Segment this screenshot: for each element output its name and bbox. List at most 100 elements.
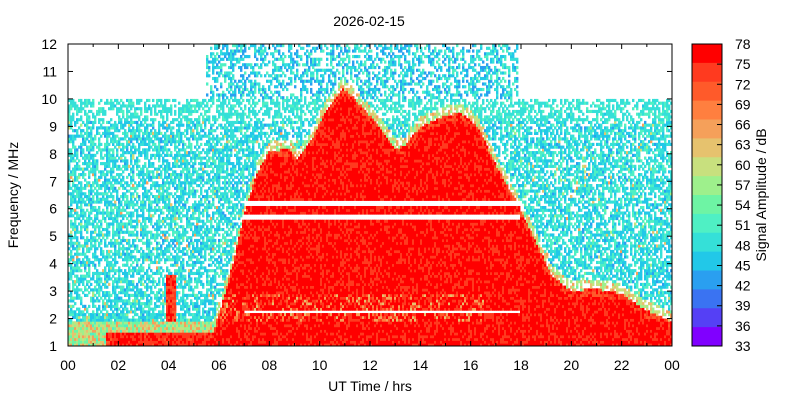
heatmap-cell [152, 214, 154, 217]
heatmap-cell [226, 231, 228, 234]
heatmap-cell [146, 157, 148, 160]
heatmap-cell [108, 283, 110, 286]
heatmap-cell [88, 151, 90, 154]
heatmap-cell [100, 143, 102, 146]
heatmap-cell [188, 283, 190, 286]
heatmap-cell [118, 244, 120, 247]
heatmap-cell [92, 261, 94, 264]
heatmap-cell [82, 129, 84, 132]
heatmap-cell [124, 137, 126, 140]
heatmap-cell [220, 49, 222, 52]
heatmap-cell [124, 209, 126, 212]
heatmap-cell [174, 283, 176, 286]
heatmap-cell [86, 129, 88, 132]
heatmap-cell [190, 225, 192, 228]
heatmap-cell [70, 277, 72, 280]
heatmap-cell [126, 148, 128, 151]
heatmap-cell [178, 239, 180, 242]
heatmap-cell [190, 143, 192, 146]
heatmap-cell [176, 294, 178, 297]
heatmap-cell [160, 102, 162, 105]
heatmap-cell [196, 299, 198, 302]
heatmap-cell [82, 310, 84, 313]
heatmap-cell [212, 170, 214, 173]
heatmap-cell [126, 146, 128, 149]
heatmap-cell [72, 118, 74, 121]
heatmap-cell [124, 187, 126, 190]
heatmap-cell [136, 261, 138, 264]
heatmap-cell [184, 247, 186, 250]
heatmap-cell [80, 299, 82, 302]
heatmap-cell [200, 124, 202, 127]
heatmap-cell [170, 107, 172, 110]
heatmap-cell [92, 102, 94, 105]
heatmap-cell [174, 113, 176, 116]
heatmap-cell [100, 288, 102, 291]
heatmap-cell [102, 209, 104, 212]
heatmap-cell [136, 157, 138, 160]
heatmap-cell [170, 222, 172, 225]
heatmap-cell [198, 214, 200, 217]
heatmap-cell [74, 233, 76, 236]
heatmap-cell [160, 176, 162, 179]
heatmap-cell [120, 220, 122, 223]
heatmap-cell [180, 211, 182, 214]
heatmap-cell [84, 214, 86, 217]
heatmap-cell [228, 102, 230, 105]
heatmap-cell [174, 220, 176, 223]
heatmap-cell [158, 299, 160, 302]
heatmap-cell [180, 283, 182, 286]
heatmap-cell [182, 146, 184, 149]
heatmap-cell [182, 225, 184, 228]
heatmap-cell [106, 173, 108, 176]
heatmap-cell [72, 258, 74, 261]
heatmap-cell [168, 211, 170, 214]
heatmap-cell [208, 69, 210, 72]
heatmap-cell [84, 286, 86, 289]
heatmap-cell [150, 179, 152, 182]
heatmap-cell [136, 236, 138, 239]
heatmap-cell [146, 115, 148, 118]
heatmap-cell [82, 217, 84, 220]
heatmap-cell [190, 258, 192, 261]
heatmap-cell [226, 165, 228, 168]
heatmap-cell [82, 121, 84, 124]
heatmap-cell [170, 143, 172, 146]
heatmap-cell [96, 151, 98, 154]
heatmap-cell [70, 231, 72, 234]
heatmap-cell [130, 124, 132, 127]
heatmap-cell [180, 255, 182, 258]
heatmap-cell [226, 195, 228, 198]
heatmap-cell [210, 104, 212, 107]
heatmap-cell [202, 129, 204, 132]
heatmap-cell [186, 200, 188, 203]
heatmap-cell [94, 137, 96, 140]
heatmap-cell [216, 118, 218, 121]
heatmap-cell [198, 319, 200, 322]
heatmap-cell [206, 198, 208, 201]
heatmap-cell [176, 206, 178, 209]
heatmap-cell [188, 305, 190, 308]
heatmap-cell [94, 231, 96, 234]
heatmap-cell [198, 154, 200, 157]
heatmap-cell [216, 47, 218, 50]
heatmap-cell [192, 187, 194, 190]
heatmap-cell [184, 275, 186, 278]
heatmap-cell [148, 159, 150, 162]
heatmap-cell [220, 220, 222, 223]
heatmap-cell [226, 264, 228, 267]
heatmap-cell [174, 305, 176, 308]
heatmap-cell [168, 233, 170, 236]
heatmap-cell [206, 104, 208, 107]
heatmap-cell [134, 310, 136, 313]
heatmap-cell [96, 165, 98, 168]
heatmap-cell [200, 181, 202, 184]
heatmap-cell [74, 124, 76, 127]
heatmap-cell [156, 236, 158, 239]
heatmap-cell [156, 294, 158, 297]
heatmap-cell [84, 305, 86, 308]
heatmap-cell [118, 187, 120, 190]
heatmap-cell [118, 115, 120, 118]
heatmap-cell [124, 129, 126, 132]
heatmap-cell [188, 310, 190, 313]
